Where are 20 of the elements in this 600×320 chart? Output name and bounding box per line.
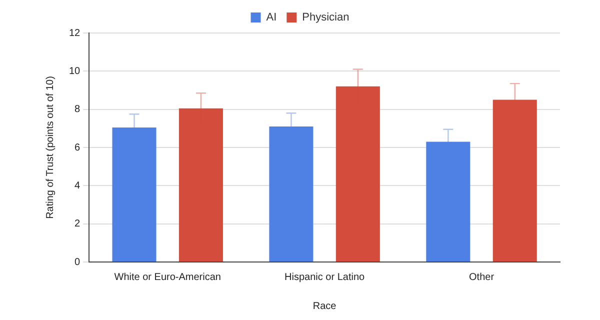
y-tick-label: 2 [74,218,81,230]
bar [336,86,380,262]
bar [269,126,314,262]
y-tick-label: 8 [74,104,81,116]
x-tick-label: White or Euro-American [114,272,221,283]
legend-label: Physician [302,12,350,24]
y-tick-label: 6 [74,142,81,154]
legend-label: AI [266,12,277,24]
bar [426,142,470,262]
bar [178,108,223,262]
x-tick-label: Hispanic or Latino [284,272,366,283]
y-tick-label: 10 [69,66,81,77]
y-tick-label: 0 [74,256,81,268]
y-tick-label: 12 [69,28,81,39]
x-tick-label: Other [469,272,495,283]
bar [492,100,537,262]
bar [112,127,156,262]
x-axis-title: Race [312,300,337,312]
y-tick-label: 4 [74,180,81,192]
y-axis-title: Rating of Trust (points out of 10) [44,76,56,219]
